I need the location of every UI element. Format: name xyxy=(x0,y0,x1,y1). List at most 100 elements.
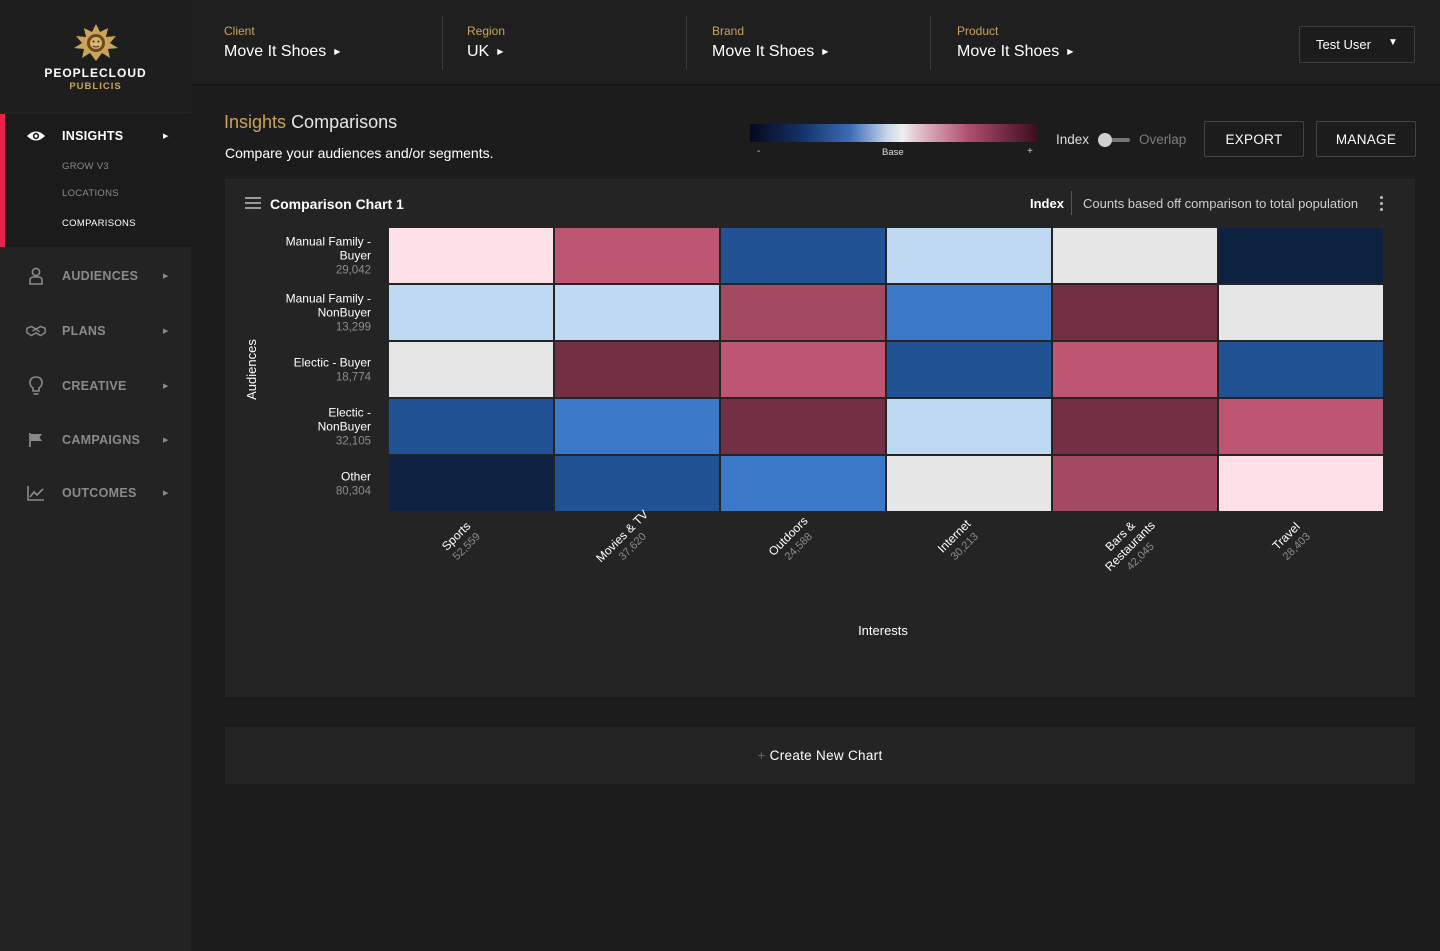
comparison-chart-card: Comparison Chart 1 Index Counts based of… xyxy=(225,179,1415,697)
sidebar-item-label: CAMPAIGNS xyxy=(62,433,141,447)
brand-logo[interactable]: PEOPLECLOUD PUBLICIS xyxy=(0,0,191,112)
product-value: Move It Shoes ▶ xyxy=(957,43,1074,60)
lion-logo-icon xyxy=(73,24,118,61)
caret-right-icon: ▶ xyxy=(163,273,169,280)
trend-chart-icon xyxy=(26,483,46,503)
heatmap-cell[interactable] xyxy=(887,342,1051,397)
toggle-index-label[interactable]: Index xyxy=(1056,132,1090,147)
flag-icon xyxy=(26,430,46,450)
row-count: 80,304 xyxy=(336,486,372,498)
eye-icon xyxy=(26,126,46,146)
heatmap-cell[interactable] xyxy=(1053,342,1217,397)
user-menu-button[interactable]: Test User ▼ xyxy=(1299,26,1415,63)
heatmap-cell[interactable] xyxy=(555,285,719,340)
heatmap-cell[interactable] xyxy=(389,456,553,511)
sidebar-item-outcomes[interactable]: OUTCOMES ▶ xyxy=(0,473,191,513)
heatmap-cell[interactable] xyxy=(721,342,885,397)
caret-right-icon: ▶ xyxy=(163,437,169,444)
chart-mode-label: Index xyxy=(1030,196,1064,211)
heatmap-cell[interactable] xyxy=(1219,456,1383,511)
user-name: Test User xyxy=(1316,37,1371,52)
heatmap-cell[interactable] xyxy=(389,285,553,340)
brand-sub: PUBLICIS xyxy=(69,81,122,92)
legend-plus-label: + xyxy=(1027,146,1033,157)
heatmap-cell[interactable] xyxy=(887,285,1051,340)
heatmap-cell[interactable] xyxy=(389,399,553,454)
heatmap-cell[interactable] xyxy=(1219,285,1383,340)
person-icon xyxy=(26,266,46,286)
row-count: 18,774 xyxy=(336,372,372,384)
more-options-icon[interactable] xyxy=(1375,194,1389,214)
create-new-chart-button[interactable]: + Create New Chart xyxy=(225,727,1415,784)
toggle-overlap-label[interactable]: Overlap xyxy=(1139,132,1187,147)
heatmap-cell[interactable] xyxy=(1219,399,1383,454)
divider xyxy=(1071,191,1072,215)
sidebar-item-creative[interactable]: CREATIVE ▶ xyxy=(0,366,191,406)
sidebar-item-plans[interactable]: PLANS ▶ xyxy=(0,311,191,351)
row-count: 29,042 xyxy=(336,265,371,277)
row-label: Manual Family - xyxy=(286,235,371,249)
caret-down-icon: ▼ xyxy=(1388,37,1398,48)
caret-right-icon: ▶ xyxy=(497,47,504,57)
lightbulb-icon xyxy=(26,376,46,396)
heatmap-cell[interactable] xyxy=(555,399,719,454)
brand-caption: Brand xyxy=(712,24,745,38)
caret-right-icon: ▶ xyxy=(163,133,169,140)
heatmap-cell[interactable] xyxy=(887,228,1051,283)
heatmap-cell[interactable] xyxy=(721,456,885,511)
sidebar-item-label: CREATIVE xyxy=(62,379,127,393)
heatmap-cell[interactable] xyxy=(1053,399,1217,454)
divider xyxy=(930,16,931,70)
drag-handle-icon[interactable] xyxy=(245,197,261,209)
manage-button[interactable]: MANAGE xyxy=(1316,121,1416,157)
row-count: 32,105 xyxy=(336,436,371,448)
sidebar-item-label: PLANS xyxy=(62,324,106,338)
heatmap-cell[interactable] xyxy=(1219,342,1383,397)
page-title-accent: Insights xyxy=(224,112,287,132)
caret-right-icon: ▶ xyxy=(163,328,169,335)
index-overlap-toggle[interactable] xyxy=(1098,133,1132,147)
heatmap-cell[interactable] xyxy=(555,456,719,511)
product-caption: Product xyxy=(957,24,999,38)
subnav-grow-v3[interactable]: GROW V3 xyxy=(62,161,109,172)
heatmap-cell[interactable] xyxy=(1053,285,1217,340)
subnav-comparisons[interactable]: COMPARISONS xyxy=(62,218,136,229)
sidebar-item-audiences[interactable]: AUDIENCES ▶ xyxy=(0,256,191,296)
heatmap-cell[interactable] xyxy=(887,399,1051,454)
row-label: Electic - xyxy=(328,406,371,420)
heatmap-cell[interactable] xyxy=(1053,228,1217,283)
row-label: NonBuyer xyxy=(318,420,371,434)
chart-mode-description: Counts based off comparison to total pop… xyxy=(1083,196,1359,211)
sidebar-item-insights[interactable]: INSIGHTS ▶ xyxy=(5,116,196,156)
heatmap-cell[interactable] xyxy=(555,342,719,397)
heatmap-cell[interactable] xyxy=(1053,456,1217,511)
heatmap-cell[interactable] xyxy=(721,285,885,340)
brand-value: Move It Shoes ▶ xyxy=(712,43,829,60)
sidebar-item-campaigns[interactable]: CAMPAIGNS ▶ xyxy=(0,420,191,460)
client-caption: Client xyxy=(224,24,255,38)
sidebar-item-label: AUDIENCES xyxy=(62,269,139,283)
brand-name: PEOPLECLOUD xyxy=(44,66,147,80)
row-label: Electic - Buyer xyxy=(294,356,371,370)
heatmap-cell[interactable] xyxy=(555,228,719,283)
row-label: Other xyxy=(341,470,371,484)
row-label: Manual Family - xyxy=(286,292,371,306)
heatmap-cell[interactable] xyxy=(721,228,885,283)
row-count: 13,299 xyxy=(336,322,371,334)
heatmap-cell[interactable] xyxy=(1219,228,1383,283)
export-button[interactable]: EXPORT xyxy=(1204,121,1304,157)
page-subtitle: Compare your audiences and/or segments. xyxy=(225,145,494,161)
caret-right-icon: ▶ xyxy=(163,383,169,390)
heatmap-cell[interactable] xyxy=(389,228,553,283)
toggle-knob xyxy=(1098,133,1112,147)
subnav-locations[interactable]: LOCATIONS xyxy=(62,188,119,199)
heatmap-cell[interactable] xyxy=(721,399,885,454)
heatmap-cell[interactable] xyxy=(389,342,553,397)
divider xyxy=(442,16,443,70)
heatmap-cell[interactable] xyxy=(887,456,1051,511)
